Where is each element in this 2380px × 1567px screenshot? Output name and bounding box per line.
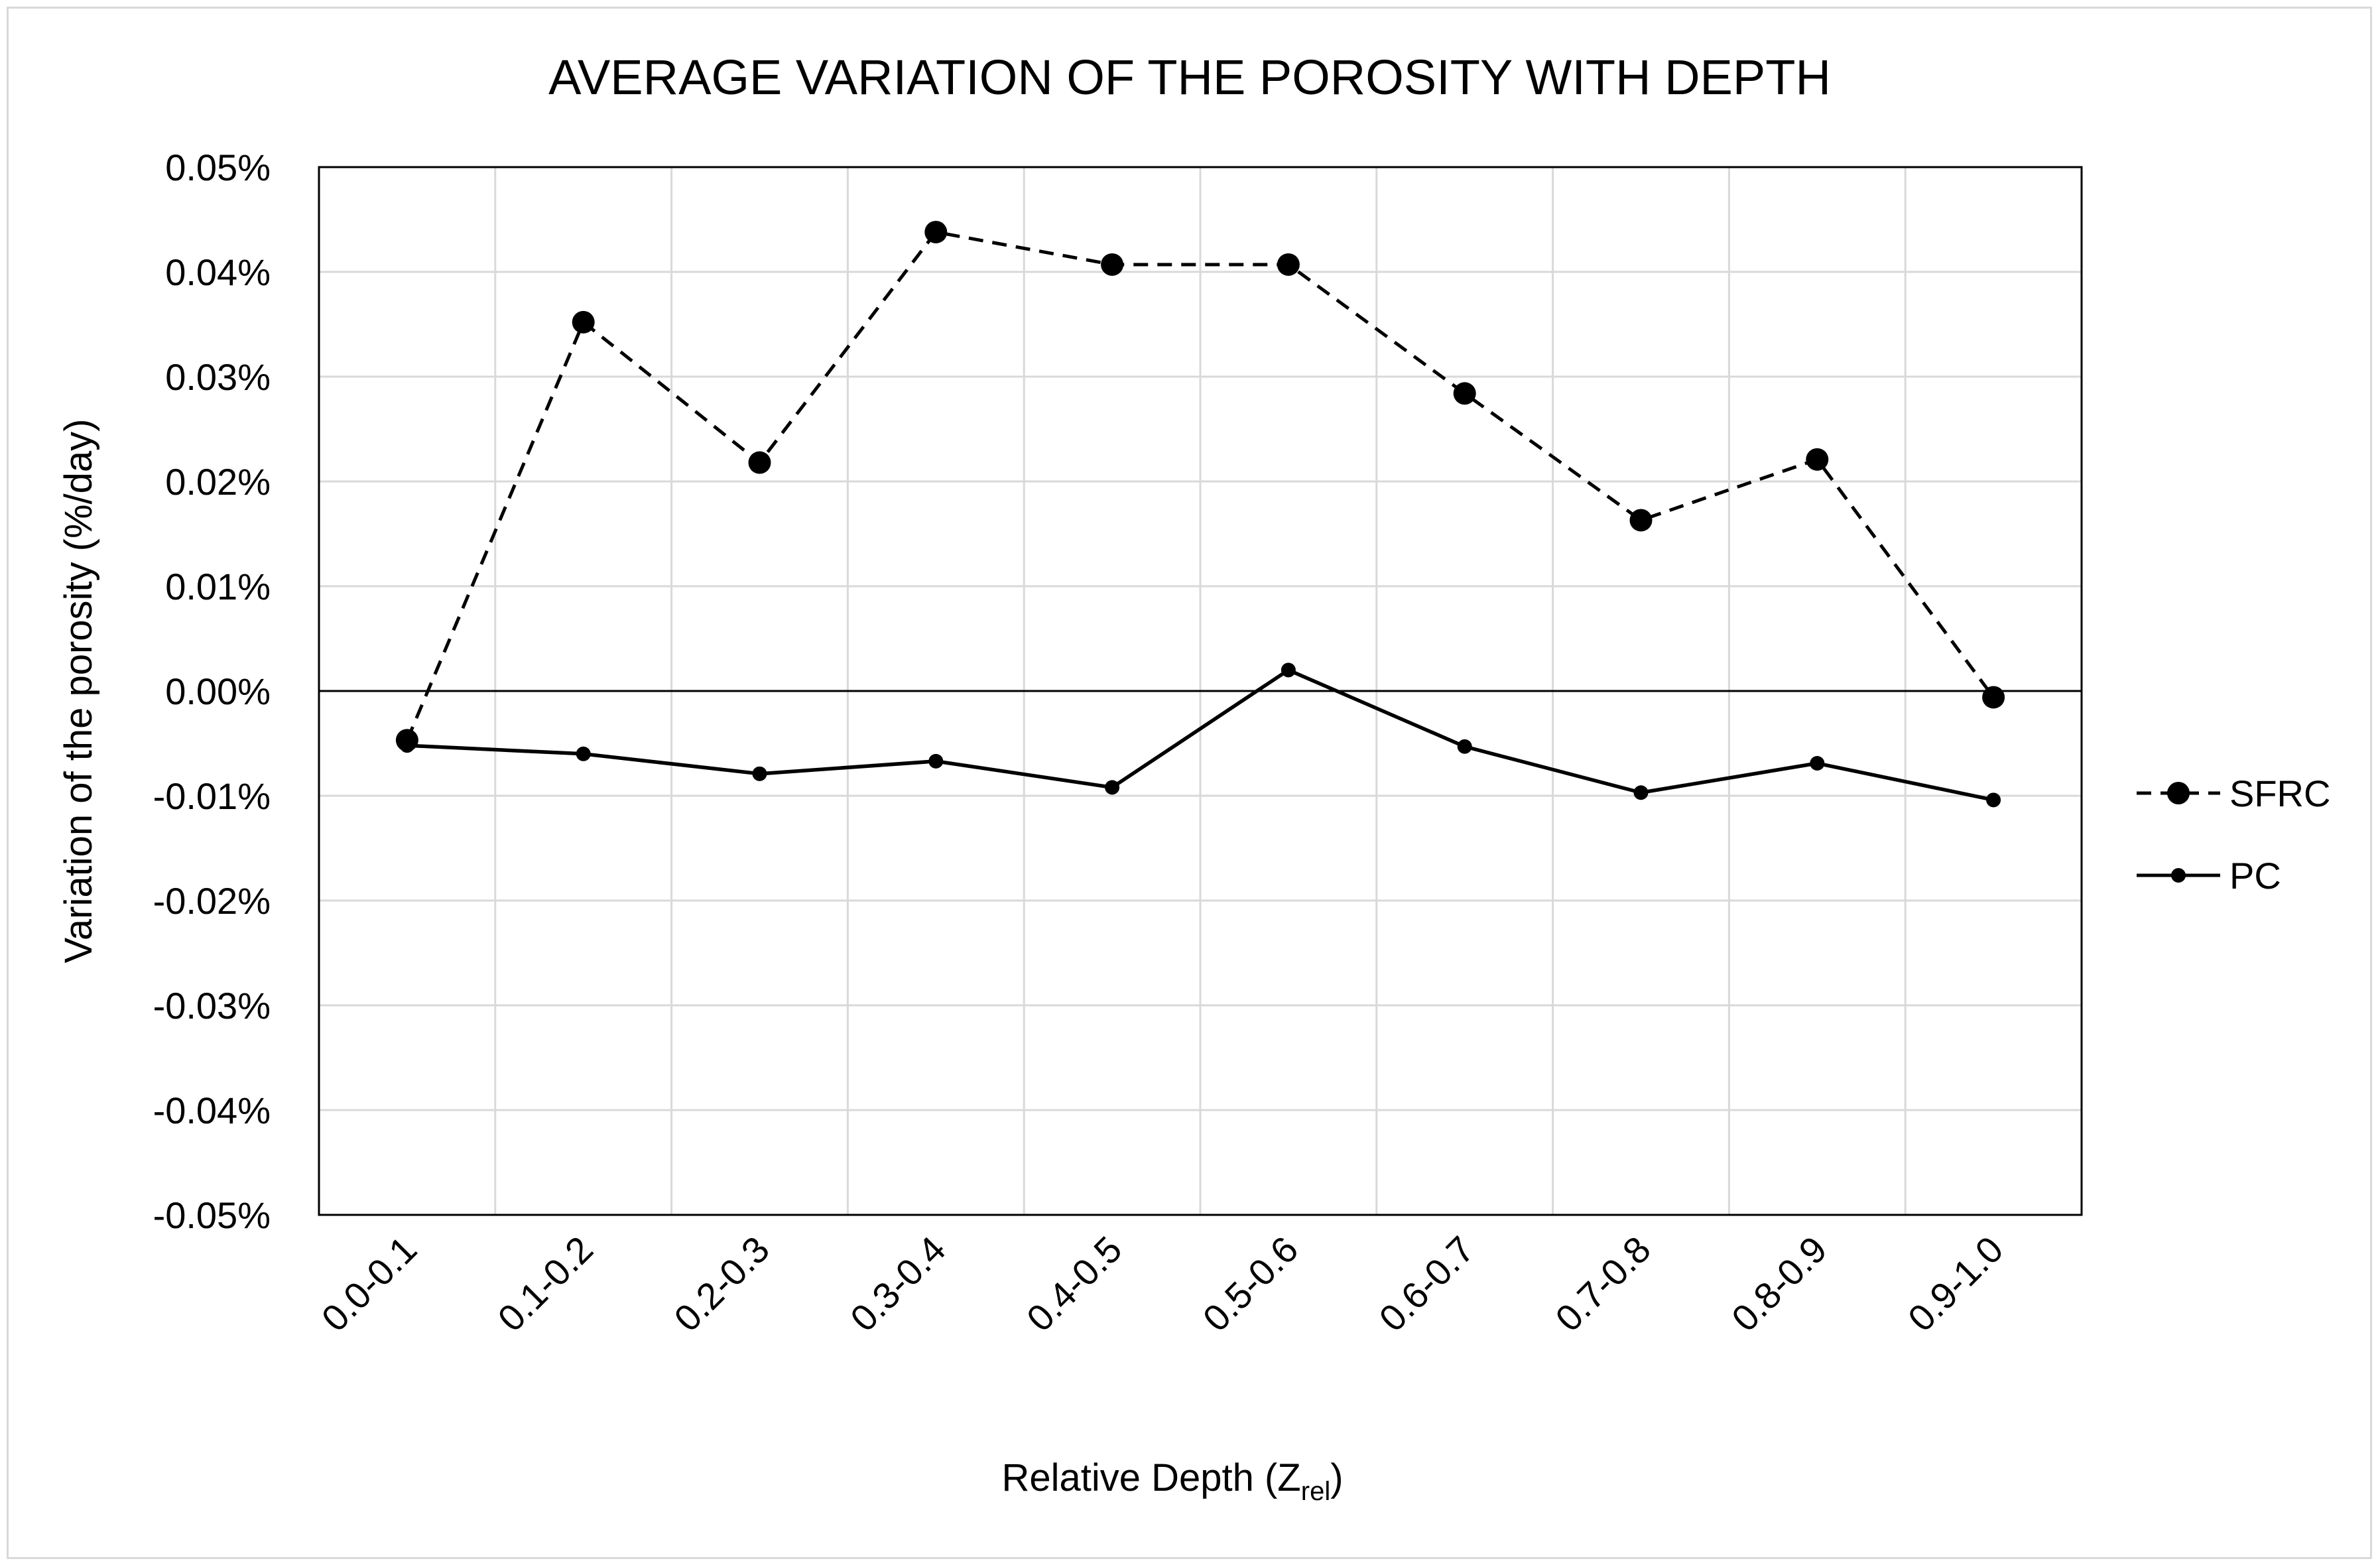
data-point-sfrc <box>1806 448 1829 471</box>
data-point-sfrc <box>572 310 595 334</box>
y-tick-label: 0.02% <box>165 461 271 503</box>
chart-title: AVERAGE VARIATION OF THE POROSITY WITH D… <box>548 50 1831 105</box>
legend-marker-sfrc <box>2167 782 2190 804</box>
legend: SFRC PC <box>2137 773 2330 897</box>
y-tick-label: -0.02% <box>153 880 271 922</box>
x-tick-label: 0.7-0.8 <box>1547 1228 1659 1340</box>
x-tick-label: 0.4-0.5 <box>1019 1228 1130 1340</box>
plot-area-border <box>318 166 2083 1216</box>
x-tick-label: 0.9-1.0 <box>1900 1228 2011 1340</box>
x-axis-ticks: 0.0-0.1 0.1-0.2 0.2-0.3 0.3-0.4 0.4-0.5 0.5-0… <box>314 1228 2011 1340</box>
legend-item-sfrc: SFRC <box>2137 773 2330 814</box>
y-tick-label: -0.04% <box>153 1090 271 1131</box>
data-point-sfrc <box>748 451 771 474</box>
x-tick-label: 0.2-0.3 <box>666 1228 777 1340</box>
y-tick-label: 0.03% <box>165 356 271 398</box>
x-axis-title-suffix: ) <box>1330 1456 1343 1499</box>
x-axis-title: Relative Depth (Zrel) <box>1001 1456 1343 1506</box>
x-axis-title-main: Relative Depth (Z <box>1001 1456 1300 1499</box>
legend-label-sfrc: SFRC <box>2229 773 2330 814</box>
y-tick-label: 0.04% <box>165 251 271 293</box>
data-point-sfrc <box>1453 382 1476 405</box>
data-point-pc <box>1986 792 2001 808</box>
data-point-sfrc <box>1982 686 2005 709</box>
legend-label-pc: PC <box>2229 855 2281 897</box>
x-tick-label: 0.1-0.2 <box>489 1228 601 1340</box>
data-point-sfrc <box>1629 509 1653 532</box>
data-point-pc <box>1105 780 1120 795</box>
y-tick-label: -0.05% <box>153 1194 271 1236</box>
y-tick-label: -0.01% <box>153 775 271 817</box>
data-point-pc <box>752 766 767 781</box>
legend-item-pc: PC <box>2137 855 2281 897</box>
x-tick-label: 0.6-0.7 <box>1371 1228 1482 1340</box>
data-point-pc <box>1810 756 1825 771</box>
grid <box>318 166 2083 1216</box>
series-pc <box>399 662 2001 808</box>
data-point-pc <box>1457 739 1472 754</box>
data-point-pc <box>928 753 944 769</box>
series-group <box>395 220 2005 808</box>
data-point-pc <box>1281 662 1296 678</box>
x-tick-label: 0.3-0.4 <box>842 1228 954 1340</box>
y-tick-label: -0.03% <box>153 985 271 1027</box>
y-axis-title: Variation of the porosity (%/day) <box>57 419 100 964</box>
y-axis-ticks: 0.05% 0.04% 0.03% 0.02% 0.01% 0.00% -0.01% -0.0… <box>153 147 271 1236</box>
y-tick-label: 0.00% <box>165 670 271 712</box>
series-line-pc <box>407 668 1994 802</box>
data-point-sfrc <box>1101 253 1124 276</box>
data-point-pc <box>576 746 591 761</box>
data-point-pc <box>1633 785 1649 800</box>
data-point-pc <box>399 738 414 753</box>
y-tick-label: 0.01% <box>165 566 271 607</box>
y-tick-label: 0.05% <box>165 147 271 188</box>
x-tick-label: 0.5-0.6 <box>1195 1228 1306 1340</box>
legend-marker-pc <box>2171 868 2186 883</box>
data-point-sfrc <box>1277 253 1300 276</box>
data-point-sfrc <box>924 220 948 243</box>
x-tick-label: 0.0-0.1 <box>314 1228 425 1340</box>
x-axis-title-subscript: rel <box>1301 1477 1330 1506</box>
x-tick-label: 0.8-0.9 <box>1723 1228 1835 1340</box>
